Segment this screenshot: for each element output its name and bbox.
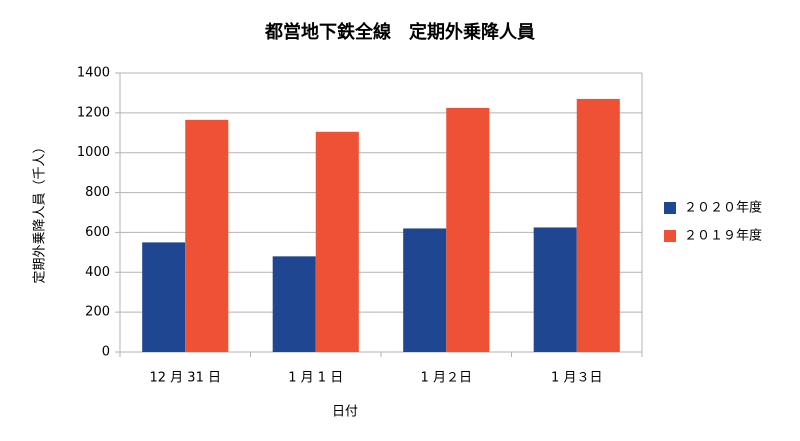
y-tick-label: 600 [85, 225, 110, 240]
legend-swatch [664, 230, 676, 242]
y-tick-label: 1400 [77, 66, 110, 81]
chart-title: 都営地下鉄全線 定期外乗降人員 [264, 21, 535, 43]
legend-swatch [664, 202, 676, 214]
bar [533, 227, 577, 352]
bar [403, 228, 447, 352]
y-tick-label: 1200 [77, 105, 110, 120]
x-tick-label: 1 月 1 日 [288, 371, 343, 386]
legend-label: ２０２０年度 [684, 200, 762, 216]
y-tick-label: 1000 [77, 145, 110, 160]
bar [142, 242, 186, 352]
bar [446, 107, 490, 352]
bar [315, 131, 359, 352]
bar [185, 119, 229, 352]
bar [576, 98, 620, 353]
x-tick-label: 1 月３日 [551, 371, 602, 386]
y-tick-label: 800 [85, 185, 110, 200]
y-tick-label: 400 [85, 265, 110, 280]
x-tick-label: 12 月 31 日 [150, 371, 221, 386]
x-axis-label: 日付 [332, 405, 358, 420]
y-tick-label: 200 [85, 305, 110, 320]
legend-label: ２０１９年度 [684, 228, 762, 244]
bar [272, 256, 316, 352]
x-tick-label: 1 月２日 [421, 371, 472, 386]
y-axis-label: 定期外乗降人員（千人） [33, 140, 48, 283]
y-tick-label: 0 [102, 345, 110, 360]
